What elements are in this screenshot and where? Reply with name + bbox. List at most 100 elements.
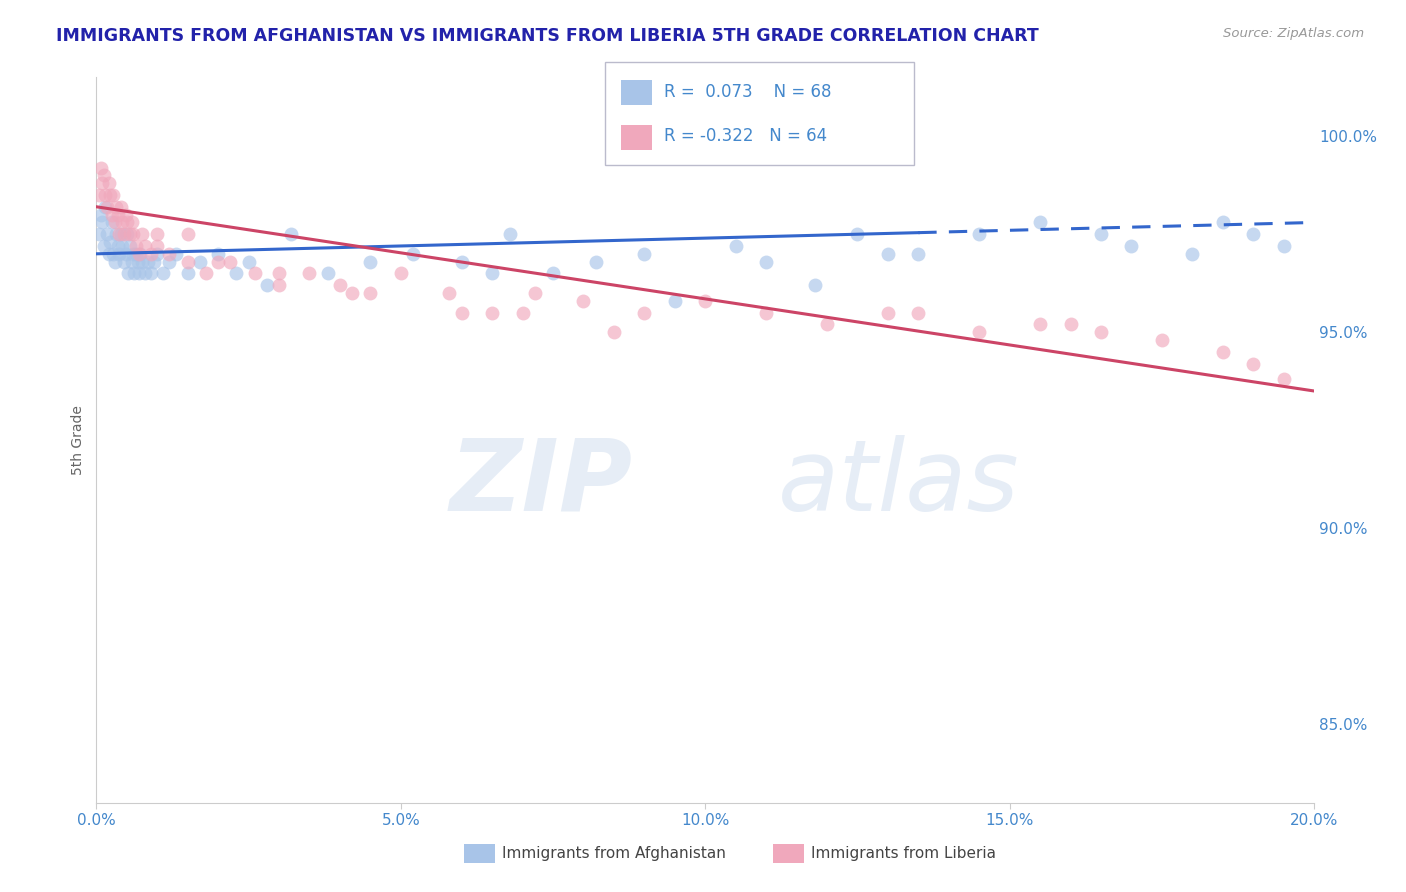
Point (1181, 247, 1204, 261)
Text: R = -0.322   N = 64: R = -0.322 N = 64 (664, 128, 827, 145)
Point (481, 305, 503, 319)
Point (1241, 227, 1264, 242)
Point (110, 200, 132, 214)
Point (110, 227, 132, 242)
Point (243, 267, 266, 281)
Point (111, 239, 134, 253)
Point (1090, 325, 1112, 339)
Point (1059, 318, 1081, 332)
Point (128, 247, 150, 261)
Point (104, 215, 127, 229)
Point (1241, 357, 1264, 371)
Point (93, 169, 115, 183)
Point (108, 247, 131, 261)
Point (141, 267, 163, 281)
Point (103, 247, 125, 261)
Point (146, 247, 169, 261)
Point (157, 254, 180, 268)
Point (603, 325, 626, 339)
Point (695, 293, 717, 308)
Point (129, 247, 152, 261)
Point (815, 318, 838, 332)
Point (450, 254, 472, 268)
Point (115, 227, 138, 242)
Point (188, 254, 211, 268)
Point (97, 247, 120, 261)
Point (755, 305, 778, 319)
Point (94, 200, 117, 214)
Point (121, 215, 143, 229)
Point (157, 247, 180, 261)
Point (152, 267, 174, 281)
Point (108, 227, 131, 242)
Point (107, 208, 129, 222)
Point (122, 227, 145, 242)
Y-axis label: 5th Grade: 5th Grade (72, 405, 86, 475)
Point (90, 208, 112, 222)
Point (146, 239, 169, 253)
Point (1121, 239, 1143, 253)
Point (907, 247, 929, 261)
Point (340, 285, 363, 300)
Point (724, 239, 747, 253)
Point (267, 267, 290, 281)
Text: ZIP: ZIP (449, 435, 633, 532)
Point (512, 305, 534, 319)
Point (316, 267, 339, 281)
Point (207, 247, 229, 261)
Text: Immigrants from Afghanistan: Immigrants from Afghanistan (502, 847, 725, 861)
Point (1150, 333, 1173, 347)
Point (117, 267, 139, 281)
Point (298, 267, 321, 281)
Point (134, 239, 156, 253)
Point (585, 254, 607, 268)
Point (1029, 318, 1052, 332)
Text: IMMIGRANTS FROM AFGHANISTAN VS IMMIGRANTS FROM LIBERIA 5TH GRADE CORRELATION CHA: IMMIGRANTS FROM AFGHANISTAN VS IMMIGRANT… (56, 27, 1039, 45)
Point (90, 161, 112, 175)
Text: atlas: atlas (779, 435, 1019, 532)
Point (165, 247, 187, 261)
Point (100, 215, 122, 229)
Point (131, 227, 153, 242)
Point (107, 239, 129, 253)
Point (402, 247, 425, 261)
Point (523, 285, 546, 300)
Text: Immigrants from Liberia: Immigrants from Liberia (811, 847, 997, 861)
Point (136, 254, 159, 268)
Point (1090, 227, 1112, 242)
Point (1272, 372, 1295, 386)
Point (122, 247, 145, 261)
Point (96, 227, 118, 242)
Point (93, 239, 115, 253)
Point (219, 254, 242, 268)
Point (755, 254, 778, 268)
Point (91, 176, 114, 190)
Point (481, 267, 503, 281)
Point (98, 188, 121, 202)
Point (114, 247, 136, 261)
Point (967, 325, 990, 339)
Point (97, 176, 120, 190)
Point (846, 227, 869, 242)
Point (256, 278, 278, 293)
Point (134, 267, 156, 281)
Point (541, 267, 564, 281)
Point (664, 293, 686, 308)
Point (633, 305, 655, 319)
Text: Source: ZipAtlas.com: Source: ZipAtlas.com (1223, 27, 1364, 40)
Point (176, 254, 198, 268)
Point (439, 285, 461, 300)
Point (104, 200, 127, 214)
Point (141, 247, 163, 261)
Point (96, 200, 118, 214)
Point (876, 247, 898, 261)
Point (89, 188, 111, 202)
Point (118, 239, 141, 253)
Point (225, 267, 247, 281)
Point (633, 247, 655, 261)
Point (115, 215, 138, 229)
Point (1029, 215, 1052, 229)
Point (907, 305, 929, 319)
Point (94, 188, 117, 202)
Point (125, 247, 148, 261)
